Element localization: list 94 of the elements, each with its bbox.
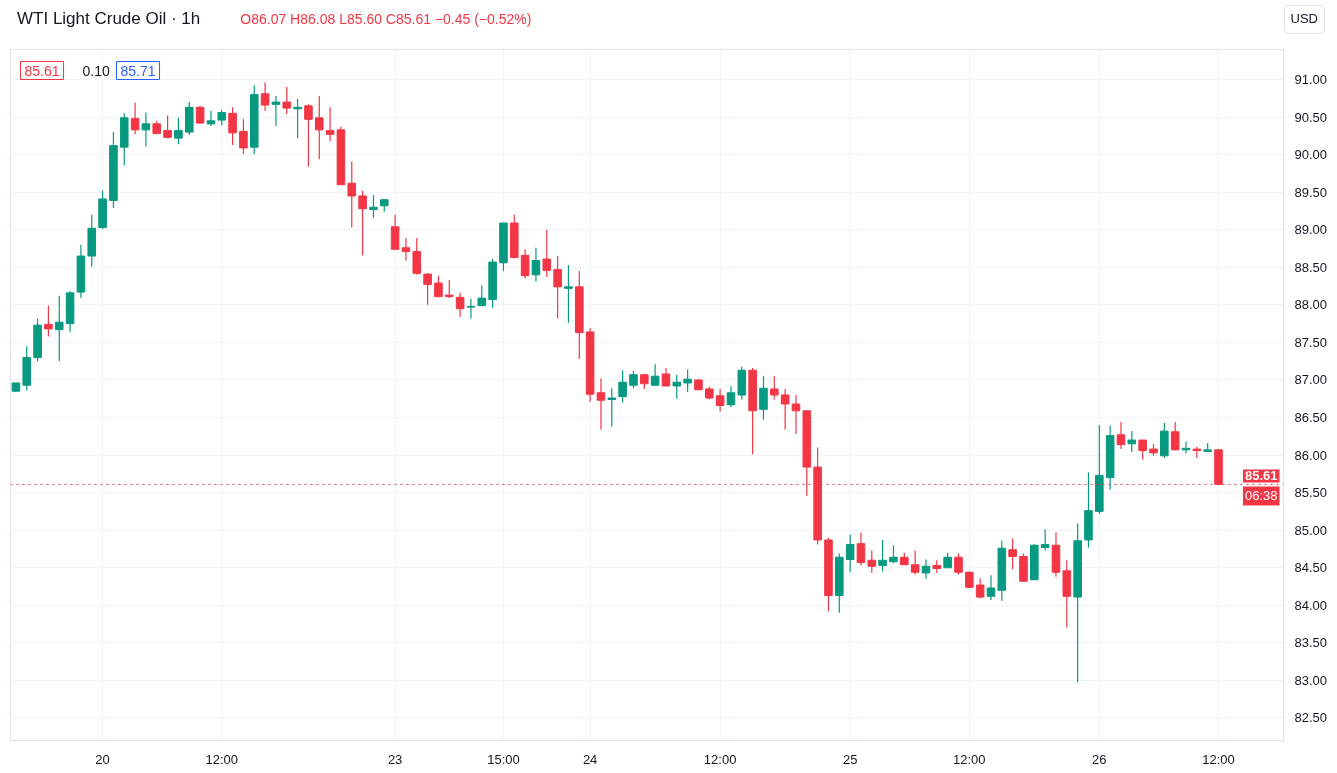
candlestick — [618, 369, 627, 404]
candlestick — [466, 298, 476, 319]
candlestick — [239, 118, 248, 155]
candlestick — [130, 102, 140, 135]
candlestick — [1170, 421, 1180, 451]
x-tick-label: 12:00 — [205, 751, 239, 767]
candlestick — [672, 374, 682, 400]
candlestick — [141, 111, 151, 147]
ref-line-label: 85.61 — [1244, 468, 1278, 484]
candlestick — [1116, 421, 1126, 450]
x-tick-label: 12:00 — [703, 751, 737, 767]
candlestick — [683, 368, 692, 393]
y-tick-label: 90.00 — [1294, 147, 1328, 163]
candlestick — [444, 279, 454, 299]
candlestick — [282, 86, 292, 115]
candlestick — [455, 292, 465, 318]
candlestick — [770, 375, 779, 401]
candlestick — [889, 544, 898, 564]
candlestick — [845, 534, 855, 573]
y-tick-label: 88.50 — [1294, 259, 1328, 275]
candlestick — [975, 577, 985, 600]
annotation: 0.10 — [82, 62, 110, 79]
annotation: 85.71 — [120, 62, 156, 79]
candlestick — [661, 367, 671, 387]
candlestick — [553, 255, 562, 319]
candlestick — [596, 377, 606, 431]
text: USD — [1283, 5, 1325, 34]
y-tick-label: 89.50 — [1294, 184, 1328, 200]
candlestick — [564, 264, 573, 324]
x-tick-label: 12:00 — [1202, 751, 1235, 767]
candlestick — [44, 305, 53, 338]
candlestick — [910, 549, 920, 576]
y-tick-label: 84.50 — [1294, 560, 1328, 576]
candlestick — [271, 95, 281, 127]
x-tick-label: 26 — [1092, 751, 1107, 767]
candlestick — [358, 190, 367, 256]
y-tick-label: 83.00 — [1294, 672, 1328, 688]
y-tick-label: 84.00 — [1294, 597, 1328, 613]
candlestick — [206, 110, 216, 127]
candlestick — [347, 160, 357, 229]
candlestick — [423, 272, 432, 306]
candlestick — [293, 98, 302, 139]
x-tick-label: 20 — [95, 751, 110, 767]
y-tick-label: 90.50 — [1294, 109, 1328, 125]
candlestick — [260, 81, 270, 112]
candlestick — [304, 103, 313, 168]
text: 06:38 — [1244, 488, 1278, 504]
candlestick — [412, 237, 422, 276]
candlestick — [314, 95, 324, 160]
y-tick-label: 83.50 — [1294, 635, 1328, 651]
candlestick — [878, 539, 887, 573]
candlestick — [1138, 439, 1147, 461]
candlestick — [1008, 537, 1017, 570]
candlestick — [369, 194, 378, 219]
chart-title: WTI Light Crude Oil · 1h — [16, 8, 201, 31]
candlestick — [759, 375, 768, 421]
candlestick — [390, 214, 400, 250]
candlestick — [401, 237, 411, 262]
y-tick-label: 86.50 — [1294, 410, 1328, 426]
candlestick — [607, 387, 617, 428]
x-tick-label: 24 — [582, 751, 598, 767]
candlestick — [531, 247, 541, 283]
candlestick — [791, 394, 801, 435]
y-tick-label: 88.00 — [1294, 297, 1328, 313]
candlestick — [715, 388, 725, 413]
candlestick — [867, 549, 877, 574]
y-tick-label: 87.00 — [1294, 372, 1328, 388]
y-tick-label: 91.00 — [1294, 72, 1328, 88]
x-tick-label: 23 — [387, 751, 403, 767]
y-tick-label: 85.00 — [1294, 522, 1328, 538]
candlestick — [921, 558, 931, 580]
annotation: 85.61 — [24, 62, 60, 79]
candlestick — [986, 574, 996, 601]
candlestick — [228, 106, 237, 146]
y-tick-label: 87.50 — [1294, 334, 1328, 350]
y-tick-label: 85.50 — [1294, 485, 1328, 501]
candlestick — [54, 295, 64, 362]
y-tick-label: 86.00 — [1294, 447, 1328, 463]
candlestick — [856, 531, 866, 567]
x-tick-label: 25 — [842, 751, 858, 767]
candlestick — [542, 229, 552, 278]
candlestick — [954, 552, 963, 576]
candlestick — [726, 385, 736, 408]
candlestick — [1127, 430, 1137, 453]
x-tick-label: 15:00 — [487, 751, 520, 767]
candlestick — [650, 363, 660, 386]
x-tick-label: 12:00 — [953, 751, 986, 767]
candlestick — [174, 117, 183, 145]
text: O86.07 H86.08 L85.60 C85.61 −0.45 (−0.52%) — [239, 10, 532, 30]
candlestick — [520, 248, 530, 280]
y-tick-label: 89.00 — [1294, 222, 1328, 238]
y-tick-label: 82.50 — [1294, 710, 1328, 726]
candlestick — [780, 388, 790, 431]
candlestick — [1040, 528, 1050, 552]
